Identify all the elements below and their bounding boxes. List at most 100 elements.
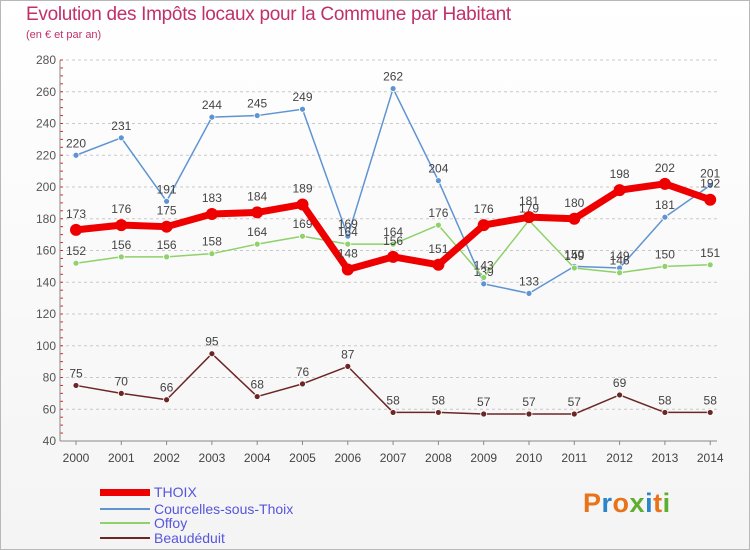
legend-label-courcelles: Courcelles-sous-Thoix [154, 501, 294, 517]
x-tick-label-2008: 2008 [425, 451, 452, 465]
legend-swatch-beaudeduit [100, 537, 150, 539]
data-point-beaud-duit-2003 [208, 350, 216, 358]
data-point-courcelles-sous-thoix-2009 [480, 280, 488, 288]
data-label-beaud-duit-2012: 69 [613, 376, 627, 390]
data-point-beaud-duit-2000 [72, 382, 80, 389]
x-tick-label-2007: 2007 [380, 451, 407, 465]
data-label-offoy-2004: 164 [247, 225, 267, 239]
data-point-thoix-2003 [205, 207, 218, 220]
data-point-courcelles-sous-thoix-2002 [163, 197, 171, 205]
y-tick-label-280: 280 [36, 53, 56, 67]
legend-label-thoix: THOIX [154, 484, 197, 500]
data-label-thoix-2010: 181 [519, 194, 539, 208]
y-tick-label-260: 260 [36, 85, 56, 99]
y-tick-label-220: 220 [36, 148, 56, 162]
data-point-beaud-duit-2011 [570, 410, 578, 418]
data-point-courcelles-sous-thoix-2008 [434, 177, 442, 185]
data-point-courcelles-sous-thoix-2013 [661, 213, 669, 221]
data-label-beaud-duit-2002: 66 [160, 381, 174, 395]
data-label-beaud-duit-2007: 58 [386, 393, 400, 407]
data-label-courcelles-sous-thoix-2007: 262 [383, 70, 403, 84]
logo-letter: t [653, 488, 663, 518]
data-label-courcelles-sous-thoix-2009: 139 [474, 265, 494, 279]
data-label-offoy-2010: 179 [519, 201, 539, 215]
data-label-offoy-2013: 150 [655, 247, 675, 261]
data-label-courcelles-sous-thoix-2008: 204 [428, 162, 448, 176]
data-point-thoix-2012 [613, 184, 626, 197]
data-label-beaud-duit-2008: 58 [432, 393, 446, 407]
y-tick-label-100: 100 [36, 339, 56, 353]
chart-subtitle: (en € et par an) [26, 29, 102, 41]
data-label-thoix-2001: 176 [111, 202, 131, 216]
data-label-offoy-2000: 152 [66, 244, 86, 258]
y-tick-label-60: 60 [43, 402, 57, 416]
data-label-thoix-2013: 202 [655, 161, 675, 175]
y-tick-label-200: 200 [36, 180, 56, 194]
data-label-offoy-2007: 164 [383, 225, 403, 239]
data-label-beaud-duit-2013: 58 [658, 393, 672, 407]
data-label-thoix-2006: 148 [338, 247, 358, 261]
data-point-beaud-duit-2008 [434, 409, 442, 416]
data-label-thoix-2003: 183 [202, 191, 222, 205]
x-tick-label-2001: 2001 [108, 451, 135, 465]
data-label-beaud-duit-2006: 87 [341, 347, 355, 361]
data-point-beaud-duit-2004 [253, 393, 261, 400]
data-point-offoy-2012 [616, 269, 623, 277]
data-point-thoix-2011 [568, 212, 581, 225]
data-point-offoy-2008 [434, 221, 442, 229]
data-point-beaud-duit-2009 [480, 410, 488, 418]
legend-swatch-offoy [100, 522, 150, 524]
data-point-offoy-2007 [389, 240, 397, 248]
x-tick-label-2010: 2010 [516, 451, 543, 465]
data-point-courcelles-sous-thoix-2006 [344, 232, 352, 240]
data-point-courcelles-sous-thoix-2010 [525, 289, 533, 297]
data-point-thoix-2010 [523, 211, 535, 224]
data-label-courcelles-sous-thoix-2002: 191 [157, 182, 177, 196]
legend-swatch-courcelles [100, 508, 150, 510]
data-label-beaud-duit-2011: 57 [568, 395, 582, 409]
data-label-offoy-2006: 164 [338, 225, 358, 239]
data-point-thoix-2014 [704, 193, 717, 206]
data-point-thoix-2000 [70, 223, 82, 236]
data-label-thoix-2007: 156 [383, 234, 403, 248]
data-point-offoy-2004 [253, 240, 261, 248]
y-tick-label-40: 40 [43, 434, 57, 448]
logo-letter: x [629, 488, 646, 518]
data-point-offoy-2002 [163, 253, 171, 261]
data-label-courcelles-sous-thoix-2011: 150 [564, 247, 584, 261]
data-label-beaud-duit-2014: 58 [704, 393, 718, 407]
data-point-thoix-2013 [658, 177, 671, 190]
data-label-thoix-2009: 176 [474, 202, 494, 216]
data-point-offoy-2009 [480, 274, 488, 281]
data-point-offoy-2011 [570, 264, 578, 272]
data-point-beaud-duit-2012 [616, 391, 623, 399]
x-tick-label-2000: 2000 [63, 451, 90, 465]
data-point-courcelles-sous-thoix-2014 [706, 182, 714, 189]
data-point-thoix-2002 [160, 220, 173, 233]
data-label-offoy-2014: 151 [700, 246, 720, 260]
data-point-offoy-2013 [661, 262, 669, 270]
data-point-thoix-2006 [341, 263, 354, 276]
data-point-courcelles-sous-thoix-2000 [72, 151, 80, 159]
x-tick-label-2005: 2005 [289, 451, 316, 465]
data-point-offoy-2014 [706, 261, 714, 269]
data-point-thoix-2007 [387, 250, 400, 263]
data-label-courcelles-sous-thoix-2006: 169 [338, 217, 358, 231]
data-label-thoix-2005: 189 [292, 181, 312, 195]
data-label-beaud-duit-2003: 95 [205, 335, 219, 349]
data-point-beaud-duit-2007 [389, 409, 397, 416]
data-point-offoy-2000 [72, 259, 80, 267]
data-label-offoy-2008: 176 [428, 206, 448, 220]
data-point-beaud-duit-2013 [661, 409, 669, 416]
logo-letter: o [612, 488, 630, 518]
data-label-courcelles-sous-thoix-2012: 149 [610, 249, 630, 263]
x-tick-label-2011: 2011 [561, 451, 587, 465]
y-tick-label-180: 180 [36, 212, 56, 226]
data-label-courcelles-sous-thoix-2010: 133 [519, 274, 539, 288]
data-label-courcelles-sous-thoix-2005: 249 [292, 90, 312, 104]
data-point-thoix-2001 [115, 219, 128, 232]
data-point-courcelles-sous-thoix-2005 [299, 105, 306, 113]
x-tick-label-2009: 2009 [470, 451, 497, 465]
data-label-courcelles-sous-thoix-2000: 220 [66, 136, 86, 150]
